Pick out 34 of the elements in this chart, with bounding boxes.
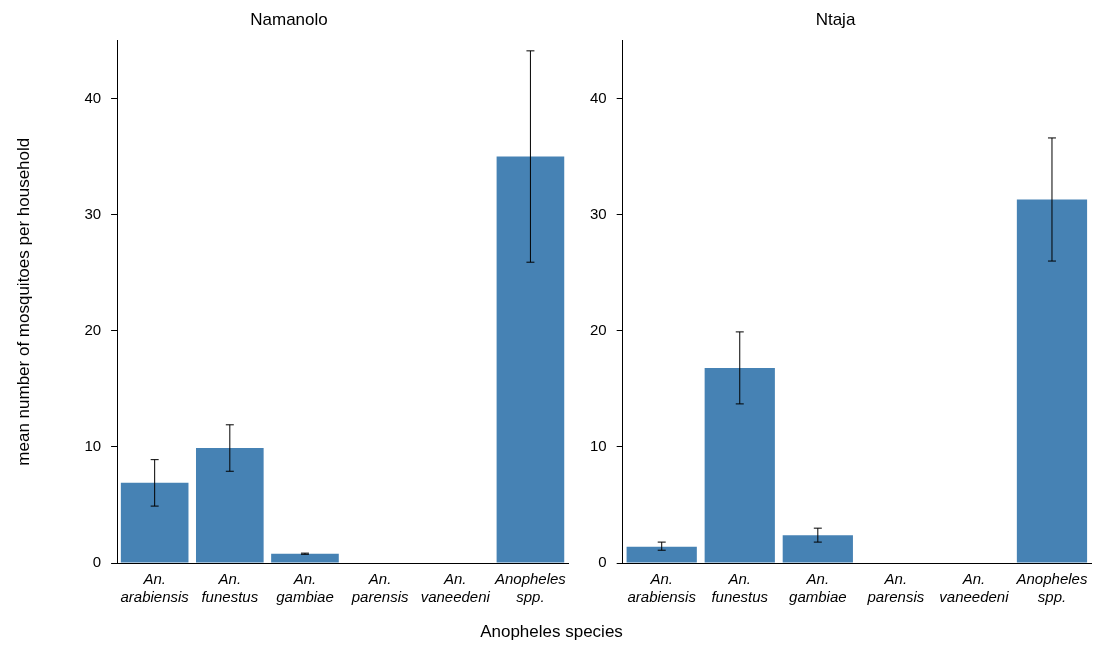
x-axis-title: Anopheles species xyxy=(479,622,624,642)
bar xyxy=(196,448,264,563)
bar xyxy=(782,535,853,563)
x-tick-label: An. arabiensis xyxy=(120,570,190,606)
y-tick-label: 40 xyxy=(590,88,607,106)
x-tick-label: An. vaneedeni xyxy=(939,570,1010,606)
bar xyxy=(704,367,775,563)
y-tick-label: 0 xyxy=(598,553,607,571)
x-tick-label: An. vaneedeni xyxy=(420,570,491,606)
bar xyxy=(271,553,339,563)
y-tick-label: 0 xyxy=(92,553,102,571)
x-tick-label: An. gambiae xyxy=(276,570,334,606)
y-tick-label: 30 xyxy=(84,204,102,222)
x-tick-label: An. parensis xyxy=(350,570,409,606)
y-axis-title: mean number of mosquitoes per household xyxy=(13,137,33,466)
x-tick-label: An. funestus xyxy=(201,570,259,606)
x-tick-label: An. arabiensis xyxy=(627,570,697,606)
x-tick-label: An. funestus xyxy=(711,570,769,606)
bar xyxy=(626,546,697,563)
bar xyxy=(1016,199,1088,563)
chart-title: Ntaja xyxy=(815,9,856,29)
y-tick-label: 10 xyxy=(84,437,102,455)
y-tick-label: 40 xyxy=(84,88,102,106)
x-tick-label: An. gambiae xyxy=(789,570,847,606)
x-tick-label: Anopheles spp. xyxy=(1015,570,1088,606)
y-tick-label: 20 xyxy=(84,320,102,338)
x-tick-label: An. parensis xyxy=(866,570,925,606)
x-tick-label: Anopheles spp. xyxy=(493,570,567,606)
y-tick-label: 30 xyxy=(590,204,607,222)
bar xyxy=(120,482,189,563)
y-tick-label: 20 xyxy=(590,320,607,338)
chart-title: Namanolo xyxy=(250,9,328,29)
y-tick-label: 10 xyxy=(590,437,607,455)
bar xyxy=(496,156,565,563)
